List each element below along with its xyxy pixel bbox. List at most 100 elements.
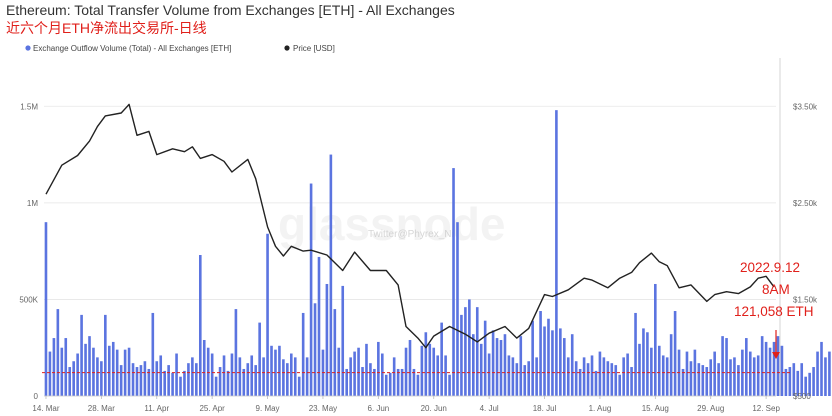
outflow-bar (52, 338, 56, 396)
outflow-bar (404, 347, 408, 396)
outflow-bar (578, 368, 582, 396)
outflow-bar (555, 110, 558, 397)
outflow-bar (104, 314, 107, 396)
outflow-bar (444, 355, 447, 396)
outflow-bar (665, 357, 669, 396)
outflow-bar (539, 311, 542, 396)
outflow-bar (44, 222, 48, 396)
outflow-bar (56, 309, 60, 396)
x-tick-label: 15. Aug (642, 404, 669, 413)
outflow-bar (214, 376, 218, 396)
outflow-bar (167, 365, 170, 396)
outflow-bar (392, 357, 396, 396)
outflow-bar (60, 347, 64, 396)
outflow-bar (226, 370, 230, 396)
outflow-bar (499, 339, 503, 396)
chart-subtitle: 近六个月ETH净流出交易所-日线 (6, 20, 207, 36)
outflow-bar (646, 332, 649, 396)
outflow-bar (816, 351, 819, 396)
outflow-bar (634, 312, 637, 396)
outflow-bar (262, 357, 265, 396)
outflow-bar (151, 312, 155, 396)
outflow-bar (317, 256, 321, 396)
outflow-bar (448, 374, 451, 396)
outflow-bar (440, 322, 443, 396)
x-tick-label: 29. Aug (697, 404, 724, 413)
outflow-bar (784, 368, 788, 396)
outflow-bar (242, 368, 246, 396)
outflow-bar (452, 168, 455, 396)
outflow-bar (139, 365, 143, 396)
y-axis-right: $500 $1.50k $2.50k $3.50k (779, 58, 818, 401)
outflow-bar (230, 353, 234, 396)
outflow-bar (464, 307, 467, 396)
outflow-bar (764, 341, 768, 396)
outflow-bar (400, 368, 404, 396)
outflow-bar (76, 353, 79, 396)
outflow-bar (697, 363, 701, 396)
outflow-bars (44, 110, 831, 397)
outflow-bar (416, 374, 420, 396)
y-right-tick-label: $3.50k (793, 102, 818, 111)
outflow-bar (147, 368, 151, 396)
outflow-bar (681, 368, 685, 396)
outflow-bar (282, 359, 285, 396)
outflow-bar (365, 343, 368, 396)
outflow-bar (345, 368, 348, 396)
outflow-bar (594, 370, 598, 396)
outflow-bar (373, 368, 376, 396)
outflow-bar (325, 283, 329, 396)
outflow-bar (721, 336, 724, 396)
outflow-bar (92, 347, 95, 396)
outflow-bar (495, 338, 499, 396)
outflow-bar (420, 345, 424, 396)
outflow-bar (329, 154, 333, 396)
outflow-bar (171, 372, 174, 396)
x-tick-label: 23. May (309, 404, 337, 413)
outflow-bar (412, 368, 416, 396)
outflow-bar (705, 367, 709, 396)
outflow-bar (543, 326, 546, 396)
outflow-bar (270, 345, 273, 396)
outflow-bar (183, 370, 186, 396)
outflow-bar (709, 359, 713, 396)
outflow-bar (258, 322, 261, 396)
outflow-bar (297, 376, 301, 396)
outflow-bar (96, 357, 99, 396)
outflow-bar (606, 361, 610, 396)
outflow-bar (566, 357, 570, 396)
x-tick-label: 11. Apr (144, 404, 169, 413)
outflow-bar (547, 318, 550, 396)
outflow-bar (432, 347, 436, 396)
outflow-bar (630, 367, 633, 396)
price-line-group (45, 103, 775, 349)
outflow-bar (309, 183, 313, 396)
outflow-bar (119, 365, 123, 396)
outflow-bar (388, 372, 392, 396)
watermark-logo: glassnode (278, 198, 506, 250)
outflow-bar (642, 328, 645, 396)
outflow-bar (361, 367, 364, 396)
annotation-volume: 121,058 ETH (734, 304, 814, 319)
outflow-bar (788, 367, 792, 396)
x-tick-label: 9. May (256, 404, 280, 413)
outflow-bar (286, 363, 289, 396)
outflow-bar (305, 357, 309, 396)
outflow-bar (586, 363, 590, 396)
x-axis: 14. Mar 28. Mar 11. Apr 25. Apr 9. May 23. Ma… (32, 395, 780, 413)
outflow-bar (289, 353, 293, 396)
outflow-bar (519, 336, 523, 396)
outflow-bar (179, 376, 182, 396)
legend-label-price: Price [USD] (293, 44, 335, 53)
outflow-bar (72, 361, 75, 396)
outflow-bar (68, 367, 72, 396)
outflow-bar (377, 341, 380, 396)
outflow-bar (131, 363, 135, 396)
annotation-time: 8AM (762, 282, 790, 297)
outflow-bar (218, 367, 222, 396)
outflow-bar (80, 314, 83, 396)
outflow-bar (424, 332, 428, 396)
outflow-bar (48, 351, 52, 396)
outflow-bar (274, 349, 277, 396)
